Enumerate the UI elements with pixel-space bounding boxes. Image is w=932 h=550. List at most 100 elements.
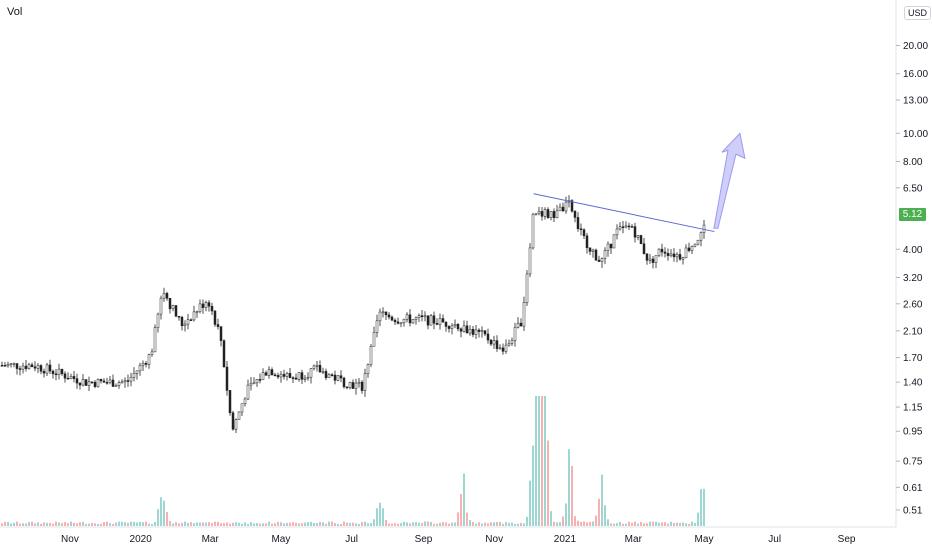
volume-bar [241,523,243,526]
candle-body [537,211,541,214]
volume-bar [553,521,555,526]
volume-bar [373,519,375,526]
x-tick-label: Mar [625,534,643,545]
candle-body [579,228,583,230]
candle-body [33,366,37,369]
volume-bar [454,522,456,526]
volume-bar [1,523,3,526]
volume-bar [268,521,270,526]
candle-body [159,297,163,315]
candle-body [528,247,532,275]
volume-bar [664,522,666,526]
candle-body [348,382,352,389]
volume-bar [655,521,657,526]
volume-bar [598,498,600,526]
volume-bar [649,521,651,526]
volume-bar [361,522,363,526]
volume-bar [433,523,435,526]
volume-bars [1,396,705,526]
candle-body [321,371,325,373]
volume-bar [313,523,315,526]
volume-bar [352,522,354,526]
volume-bar [34,523,36,526]
volume-bar [40,523,42,526]
candle-body [585,235,589,249]
candle-body [582,229,586,237]
volume-bar [22,523,24,526]
volume-bar [583,521,585,526]
candle-body [45,364,49,374]
volume-label: Vol [7,6,23,18]
candle-body [117,382,121,386]
volume-bar [61,523,63,526]
volume-bar [64,522,66,526]
volume-bar [220,523,222,526]
volume-bar [355,523,357,526]
candle-body [276,375,280,378]
y-tick-label: 1.40 [903,378,923,389]
candle-body [693,243,697,247]
candle-body [198,303,202,312]
volume-bar [448,523,450,526]
candle-body [501,347,505,352]
candle-body [237,411,241,421]
candle-body [213,310,217,325]
volume-bar [136,522,138,526]
volume-bar [70,521,72,526]
candle-body [432,315,436,324]
candle-body [627,225,631,228]
candle-body [135,370,139,374]
candle-body [447,326,451,329]
volume-bar [334,523,336,526]
candle-body [339,375,343,379]
volume-bar [436,523,438,526]
candle-body [435,323,439,325]
volume-bar [73,522,75,526]
volume-bar [646,523,648,526]
candle-body [75,378,79,384]
volume-bar [148,523,150,526]
volume-bar [118,521,120,526]
candle-body [603,250,607,259]
volume-bar [256,523,258,526]
y-tick-label: 0.75 [903,457,923,468]
volume-bar [532,445,534,526]
candle-body [90,381,94,384]
candle-body [372,332,376,347]
trendline[interactable] [533,193,715,233]
candle-body [243,398,247,404]
candle-body [306,376,310,379]
candle-body [258,379,262,381]
candle-body [558,206,562,212]
candle-body [345,386,349,389]
volume-bar [88,523,90,526]
volume-bar [682,522,684,526]
volume-bar [493,522,495,526]
candle-body [576,217,580,229]
price-axis[interactable]: 20.00 16.00 13.00 10.00 8.00 6.50 4.00 3.20 2.60… [896,41,928,517]
volume-bar [289,522,291,526]
volume-bar [190,522,192,526]
currency-button[interactable]: USD [904,6,932,20]
candle-body [150,351,154,355]
volume-bar [232,522,234,526]
volume-bar [475,523,477,526]
candle-body [360,381,364,391]
volume-bar [685,523,687,526]
time-axis[interactable]: Nov 2020 Mar May Jul Sep Nov 2021 Mar May Jul Sep [61,534,856,545]
candle-body [453,324,457,327]
volume-bar [10,523,12,526]
candle-body [699,232,703,241]
projection-arrow[interactable] [713,132,746,229]
volume-bar [79,522,81,526]
candle-body [672,253,676,258]
candle-body [477,329,481,332]
candle-body [351,382,355,389]
volume-bar [343,521,345,526]
volume-bar [142,522,144,526]
volume-bar [151,523,153,526]
x-tick-label: May [695,534,714,545]
volume-bar [670,521,672,526]
volume-bar [274,523,276,526]
